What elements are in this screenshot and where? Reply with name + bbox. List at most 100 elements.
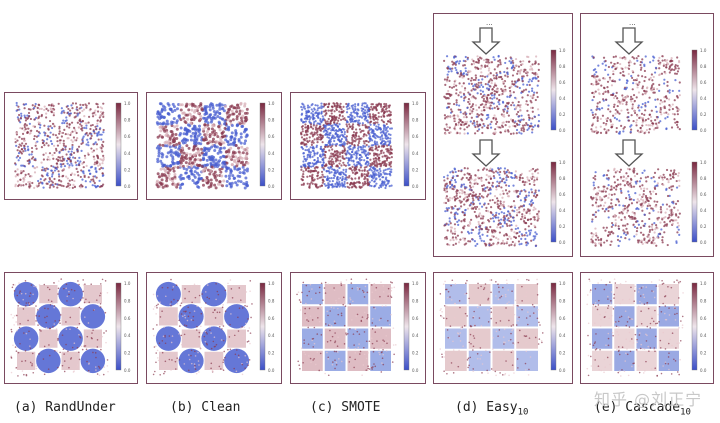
colorbar-tick: 0.6 [559, 80, 566, 85]
scatter-easy-bottom [439, 278, 544, 377]
colorbar-tick: 0.4 [268, 333, 275, 338]
panel-randunder-bottom: 1.0 0.8 0.6 0.4 0.2 0.0 [4, 272, 138, 384]
colorbar-tick: 0.8 [124, 298, 131, 303]
panel-cascade-top: ... 1.0 0.8 0.6 0.4 0.2 0.0 1.0 0.8 0.6 0.4 0.2 0.… [580, 13, 714, 257]
down-arrow-icon [614, 27, 644, 55]
colorbar-tick: 1.0 [412, 101, 419, 106]
colorbar-easy-1: 1.0 0.8 0.6 0.4 0.2 0.0 [550, 48, 566, 133]
colorbar-tick: 0.4 [700, 208, 707, 213]
plot-cascade-top: ... 1.0 0.8 0.6 0.4 0.2 0.0 1.0 0.8 0.6 0.4 0.2 0.… [589, 19, 707, 247]
colorbar-tick: 1.0 [700, 48, 707, 53]
colorbar-randunder-top: 1.0 0.8 0.6 0.4 0.2 0.0 [115, 101, 131, 189]
colorbar-tick: 0.0 [124, 184, 131, 189]
down-arrow-icon [471, 139, 501, 167]
colorbar-tick: 0.0 [559, 368, 566, 373]
colorbar-tick: 0.4 [559, 96, 566, 101]
scatter-randunder-top [13, 101, 105, 189]
colorbar-tick: 0.6 [700, 192, 707, 197]
colorbar-cascade-2: 1.0 0.8 0.6 0.4 0.2 0.0 [691, 160, 707, 245]
colorbar-tick: 0.6 [124, 316, 131, 321]
scatter-smote-bottom [296, 278, 397, 377]
plot-smote-top: 1.0 0.8 0.6 0.4 0.2 0.0 [299, 101, 419, 190]
colorbar-tick: 0.0 [559, 240, 566, 245]
colorbar-tick: 0.0 [124, 368, 131, 373]
colorbar-tick: 0.6 [268, 134, 275, 139]
colorbar-tick: 1.0 [700, 281, 707, 286]
colorbar-smote-bottom: 1.0 0.8 0.6 0.4 0.2 0.0 [403, 281, 419, 373]
colorbar-tick: 0.6 [700, 316, 707, 321]
colorbar-tick: 0.6 [700, 80, 707, 85]
colorbar-tick: 0.0 [412, 184, 419, 189]
colorbar-tick: 0.2 [268, 351, 275, 356]
colorbar-cascade-bottom: 1.0 0.8 0.6 0.4 0.2 0.0 [691, 281, 707, 373]
colorbar-tick: 0.2 [559, 224, 566, 229]
plot-easy-top: ... 1.0 0.8 0.6 0.4 0.2 0.0 1.0 0.8 0.6 0.4 0.2 0.… [442, 19, 566, 248]
colorbar-tick: 1.0 [268, 101, 275, 106]
colorbar-tick: 0.8 [559, 176, 566, 181]
watermark: 知乎 @刘正宁 [594, 390, 703, 409]
plot-randunder-bottom: 1.0 0.8 0.6 0.4 0.2 0.0 [10, 278, 131, 377]
colorbar-tick: 0.2 [700, 112, 707, 117]
colorbar-tick: 0.8 [700, 176, 707, 181]
colorbar-tick: 1.0 [559, 281, 566, 286]
colorbar-tick: 0.4 [559, 208, 566, 213]
colorbar-tick: 0.8 [124, 118, 131, 123]
colorbar-tick: 0.0 [700, 368, 707, 373]
colorbar-tick: 1.0 [124, 101, 131, 106]
colorbar-tick: 0.8 [559, 64, 566, 69]
colorbar-tick: 0.4 [124, 151, 131, 156]
scatter-cascade-bottom [586, 278, 684, 377]
colorbar-tick: 1.0 [268, 281, 275, 286]
colorbar-tick: 0.2 [700, 351, 707, 356]
caption-smote: (c) SMOTE [310, 400, 381, 415]
colorbar-tick: 0.2 [268, 167, 275, 172]
colorbar-easy-2: 1.0 0.8 0.6 0.4 0.2 0.0 [550, 160, 566, 245]
scatter-smote-top [299, 101, 393, 190]
scatter-clean-top [155, 101, 250, 190]
panel-smote-bottom: 1.0 0.8 0.6 0.4 0.2 0.0 [290, 272, 426, 384]
colorbar-tick: 1.0 [412, 281, 419, 286]
scatter-easy-1 [443, 54, 541, 136]
colorbar-tick: 0.6 [559, 192, 566, 197]
scatter-randunder-bottom [10, 278, 109, 377]
colorbar-tick: 0.8 [559, 298, 566, 303]
panel-easy-bottom: 1.0 0.8 0.6 0.4 0.2 0.0 [433, 272, 573, 384]
caption-clean: (b) Clean [170, 400, 241, 415]
colorbar-clean-bottom: 1.0 0.8 0.6 0.4 0.2 0.0 [259, 281, 275, 373]
panel-randunder-top: 1.0 0.8 0.6 0.4 0.2 0.0 [4, 92, 138, 200]
colorbar-tick: 0.4 [559, 333, 566, 338]
scatter-clean-bottom [152, 278, 253, 376]
scatter-easy-2 [442, 167, 541, 248]
colorbar-tick: 0.4 [268, 151, 275, 156]
colorbar-tick: 0.6 [268, 316, 275, 321]
scatter-cascade-2 [589, 167, 681, 247]
colorbar-tick: 0.4 [700, 96, 707, 101]
colorbar-tick: 0.2 [559, 351, 566, 356]
colorbar-tick: 0.8 [412, 118, 419, 123]
colorbar-tick: 0.0 [268, 184, 275, 189]
colorbar-tick: 0.2 [700, 224, 707, 229]
panel-clean-bottom: 1.0 0.8 0.6 0.4 0.2 0.0 [146, 272, 282, 384]
down-arrow-icon [614, 139, 644, 167]
caption-cascade: (e) Cascade10 [594, 400, 691, 418]
plot-cascade-bottom: 1.0 0.8 0.6 0.4 0.2 0.0 [586, 278, 707, 377]
ellipsis-easy: ... [486, 19, 493, 27]
colorbar-tick: 0.2 [124, 351, 131, 356]
colorbar-easy-bottom: 1.0 0.8 0.6 0.4 0.2 0.0 [550, 281, 566, 373]
scatter-cascade-1 [590, 54, 681, 135]
plot-clean-bottom: 1.0 0.8 0.6 0.4 0.2 0.0 [152, 278, 275, 376]
ellipsis-cascade: ... [629, 19, 636, 27]
colorbar-tick: 0.2 [124, 167, 131, 172]
panel-cascade-bottom: 1.0 0.8 0.6 0.4 0.2 0.0 [580, 272, 714, 384]
colorbar-smote-top: 1.0 0.8 0.6 0.4 0.2 0.0 [403, 101, 419, 189]
colorbar-tick: 0.0 [700, 128, 707, 133]
panel-clean-top: 1.0 0.8 0.6 0.4 0.2 0.0 [146, 92, 282, 200]
colorbar-cascade-1: 1.0 0.8 0.6 0.4 0.2 0.0 [691, 48, 707, 133]
colorbar-tick: 0.6 [412, 134, 419, 139]
caption-easy: (d) Easy10 [455, 400, 529, 418]
colorbar-tick: 0.8 [268, 298, 275, 303]
colorbar-clean-top: 1.0 0.8 0.6 0.4 0.2 0.0 [259, 101, 275, 189]
colorbar-tick: 0.8 [268, 118, 275, 123]
colorbar-tick: 0.6 [412, 316, 419, 321]
panel-easy-top: ... 1.0 0.8 0.6 0.4 0.2 0.0 1.0 0.8 0.6 0.4 0.2 0.… [433, 13, 573, 257]
